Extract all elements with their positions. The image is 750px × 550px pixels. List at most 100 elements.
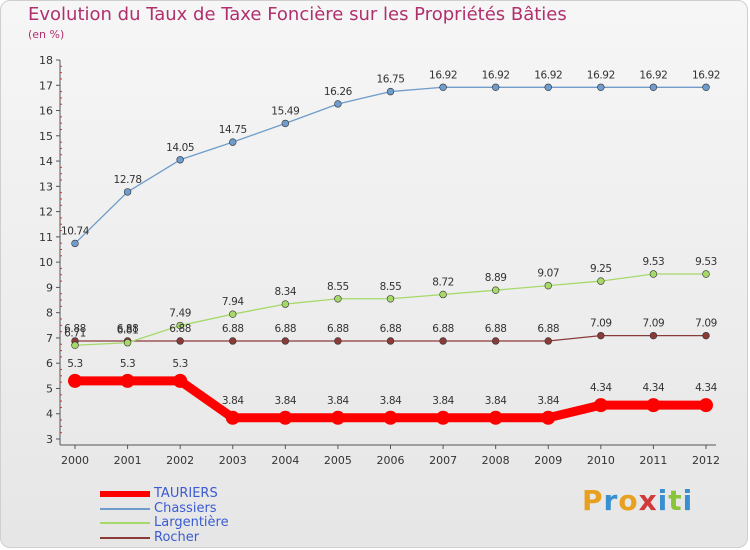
data-point (597, 277, 605, 285)
brand-letter: x (638, 484, 658, 517)
data-point (334, 100, 342, 108)
brand-letter: i (682, 484, 694, 517)
data-label: 9.53 (643, 256, 665, 268)
data-point (71, 239, 79, 248)
data-label: 6.88 (222, 323, 244, 335)
data-label: 5.3 (67, 358, 83, 370)
legend-label-largentiere: Largentière (154, 515, 229, 530)
data-point (278, 410, 293, 425)
y-tick-label: 7 (46, 332, 53, 345)
data-point (488, 410, 503, 425)
data-label: 3.84 (380, 395, 402, 407)
series-line (74, 86, 707, 245)
data-label: 7.09 (695, 318, 717, 330)
data-label: 12.78 (114, 174, 142, 186)
y-tick-label: 6 (46, 357, 53, 370)
x-tick-label: 2009 (534, 454, 562, 467)
y-tick-label: 4 (46, 408, 53, 421)
legend-swatch-largentiere (100, 522, 150, 524)
data-label: 15.49 (271, 105, 299, 117)
data-point (123, 339, 132, 347)
data-point (597, 331, 605, 340)
data-label: 4.34 (643, 382, 665, 394)
data-label: 10.74 (61, 225, 90, 237)
data-point (439, 337, 447, 345)
data-label: 4.34 (590, 382, 612, 394)
data-label: 7.09 (643, 318, 665, 330)
data-point (383, 410, 398, 425)
data-point (281, 337, 290, 345)
y-tick-label: 3 (46, 433, 53, 446)
legend-swatch-chassiers (100, 508, 150, 510)
data-point (330, 410, 345, 425)
data-point (120, 373, 135, 388)
data-label: 6.88 (117, 323, 139, 335)
data-label: 3.84 (537, 395, 559, 407)
data-point (597, 83, 605, 91)
data-label: 8.55 (380, 281, 402, 293)
y-tick-label: 15 (39, 130, 53, 143)
data-point (281, 119, 290, 128)
data-label: 9.25 (590, 263, 612, 275)
y-tick-label: 18 (39, 54, 53, 67)
data-point (436, 410, 451, 425)
data-label: 3.84 (222, 395, 244, 407)
data-point (649, 331, 658, 340)
data-label: 16.92 (482, 69, 510, 81)
chart-subtitle: (en %) (28, 28, 65, 41)
data-label: 6.88 (380, 323, 402, 335)
x-tick-label: 2012 (692, 454, 720, 467)
x-tick-label: 2004 (271, 454, 299, 467)
legend-label-tauriers: TAURIERS (154, 486, 218, 501)
brand-letter: t (668, 484, 683, 517)
data-point (68, 373, 82, 388)
data-label: 16.75 (376, 74, 404, 86)
y-tick-label: 14 (39, 155, 53, 168)
data-label: 6.88 (432, 323, 454, 335)
data-label: 6.71 (64, 327, 86, 339)
data-point (386, 337, 395, 345)
y-tick-label: 8 (46, 307, 53, 320)
data-label: 3.84 (432, 395, 454, 407)
data-point (176, 156, 184, 164)
data-label: 16.92 (639, 69, 667, 81)
data-point (649, 83, 658, 91)
data-label: 16.26 (324, 86, 353, 98)
data-label: 6.88 (485, 323, 507, 335)
y-tick-label: 17 (39, 79, 53, 92)
data-point (702, 270, 710, 278)
y-tick-label: 10 (39, 256, 53, 269)
data-label: 16.92 (587, 69, 615, 81)
data-label: 4.34 (695, 382, 717, 394)
data-label: 16.92 (534, 69, 562, 81)
data-label: 6.88 (274, 323, 296, 335)
y-tick-label: 5 (46, 382, 53, 395)
x-tick-label: 2008 (482, 454, 510, 467)
data-point (544, 281, 552, 290)
data-label: 16.92 (429, 69, 457, 81)
data-point (646, 398, 661, 413)
data-label: 6.88 (169, 323, 191, 335)
x-tick-label: 2002 (166, 454, 194, 467)
data-label: 8.72 (432, 276, 454, 288)
data-point (334, 295, 342, 303)
data-point (229, 138, 237, 146)
data-point (439, 290, 447, 299)
legend-item-rocher: Rocher (100, 530, 300, 546)
x-tick-label: 2006 (377, 454, 405, 467)
data-label: 3.84 (274, 395, 296, 407)
legend-item-chassiers: Chassiers (100, 501, 300, 517)
data-point (229, 337, 237, 345)
x-tick-label: 2007 (429, 454, 457, 467)
y-tick-label: 13 (39, 180, 53, 193)
data-label: 7.94 (222, 296, 244, 308)
data-label: 7.09 (590, 318, 612, 330)
data-label: 14.75 (219, 124, 247, 136)
data-point (71, 341, 79, 349)
legend-item-tauriers: TAURIERS (100, 486, 300, 502)
data-point (699, 398, 713, 413)
data-point (334, 337, 342, 345)
data-label: 9.07 (537, 268, 559, 280)
data-point (491, 83, 500, 91)
